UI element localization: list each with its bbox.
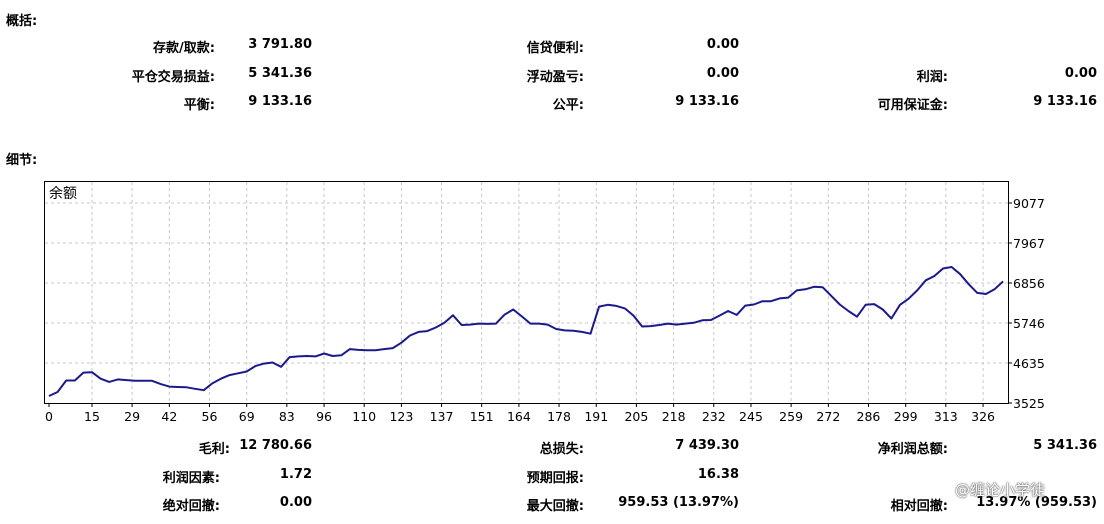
credit-facility-value: 0.00 — [706, 37, 739, 52]
closed-trade-pnl-value: 5 341.36 — [248, 66, 312, 81]
x-tick-label: 286 — [857, 409, 881, 424]
x-tick-label: 232 — [702, 409, 726, 424]
balance-chart: 余额 0 15 29 42 56 69 83 96 110 123 137 151 164 178 191 2… — [44, 181, 1045, 424]
x-tick-label: 0 — [45, 409, 53, 424]
y-tick-label: 7967 — [1013, 236, 1045, 251]
chart-frame — [44, 181, 1009, 404]
y-tick-label: 5746 — [1013, 316, 1045, 331]
maximal-drawdown-label: 最大回撤: — [526, 499, 584, 514]
x-tick-label: 299 — [894, 409, 918, 424]
closed-trade-pnl-label: 平仓交易损益: — [131, 70, 215, 85]
y-axis-ticks: 3525 4635 5746 6856 7967 9077 — [1008, 196, 1045, 411]
profit-factor-label: 利润因素: — [162, 471, 220, 486]
deposit-withdrawal-value: 3 791.80 — [248, 37, 312, 52]
absolute-drawdown-label: 绝对回撤: — [162, 499, 220, 514]
x-tick-label: 83 — [279, 409, 295, 424]
y-tick-label: 6856 — [1013, 276, 1045, 291]
balance-series — [48, 266, 1004, 397]
x-tick-label: 42 — [161, 409, 177, 424]
x-tick-label: 137 — [430, 409, 454, 424]
credit-facility-label: 信贷便利: — [526, 41, 584, 56]
summary-heading: 概括: — [6, 14, 38, 29]
x-tick-label: 218 — [662, 409, 686, 424]
floating-pnl-label: 浮动盈亏: — [526, 70, 584, 85]
balance-value: 9 133.16 — [248, 94, 312, 109]
x-tick-label: 164 — [507, 409, 531, 424]
x-axis-ticks: 0 15 29 42 56 69 83 96 110 123 137 151 164 178 191 205 2… — [45, 403, 995, 424]
gross-profit-label: 毛利: — [198, 442, 230, 457]
gross-profit-value: 12 780.66 — [239, 438, 312, 453]
free-margin-label: 可用保证金: — [877, 98, 948, 113]
equity-value: 9 133.16 — [675, 94, 739, 109]
net-profit-label: 净利润总额: — [877, 442, 948, 457]
x-tick-label: 326 — [971, 409, 995, 424]
details-heading: 细节: — [6, 153, 38, 168]
profit-factor-value: 1.72 — [279, 467, 312, 482]
balance-label: 平衡: — [183, 98, 215, 113]
x-tick-label: 96 — [316, 409, 332, 424]
absolute-drawdown-value: 0.00 — [279, 495, 312, 510]
x-tick-label: 272 — [816, 409, 840, 424]
y-tick-label: 9077 — [1013, 196, 1045, 211]
maximal-drawdown-value: 959.53 (13.97%) — [618, 495, 739, 510]
x-tick-label: 151 — [470, 409, 494, 424]
relative-drawdown-label: 相对回撤: — [890, 499, 948, 514]
free-margin-value: 9 133.16 — [1033, 94, 1097, 109]
equity-label: 公平: — [552, 98, 584, 113]
x-tick-label: 259 — [779, 409, 803, 424]
relative-drawdown-value: 13.97% (959.53) — [976, 495, 1097, 510]
gross-loss-label: 总损失: — [539, 442, 584, 457]
x-tick-label: 178 — [547, 409, 571, 424]
x-tick-label: 29 — [124, 409, 140, 424]
floating-pnl-value: 0.00 — [706, 66, 739, 81]
x-tick-label: 69 — [239, 409, 255, 424]
profit-label: 利润: — [916, 70, 948, 85]
expected-payoff-value: 16.38 — [697, 467, 739, 482]
gross-loss-value: 7 439.30 — [675, 438, 739, 453]
x-tick-label: 123 — [389, 409, 413, 424]
net-profit-value: 5 341.36 — [1033, 438, 1097, 453]
chart-grid — [45, 182, 1008, 403]
x-tick-label: 313 — [934, 409, 958, 424]
x-tick-label: 110 — [352, 409, 376, 424]
y-tick-label: 4635 — [1013, 356, 1045, 371]
x-tick-label: 205 — [624, 409, 648, 424]
deposit-withdrawal-label: 存款/取款: — [153, 41, 215, 56]
x-tick-label: 245 — [739, 409, 763, 424]
x-tick-label: 191 — [584, 409, 608, 424]
y-tick-label: 3525 — [1013, 396, 1045, 411]
x-tick-label: 56 — [202, 409, 218, 424]
x-tick-label: 15 — [84, 409, 100, 424]
profit-value: 0.00 — [1064, 66, 1097, 81]
balance-line — [48, 266, 1004, 397]
expected-payoff-label: 预期回报: — [526, 471, 584, 486]
chart-title: 余额 — [49, 185, 77, 202]
watermark-text: @缠论小学徒 — [955, 481, 1046, 499]
